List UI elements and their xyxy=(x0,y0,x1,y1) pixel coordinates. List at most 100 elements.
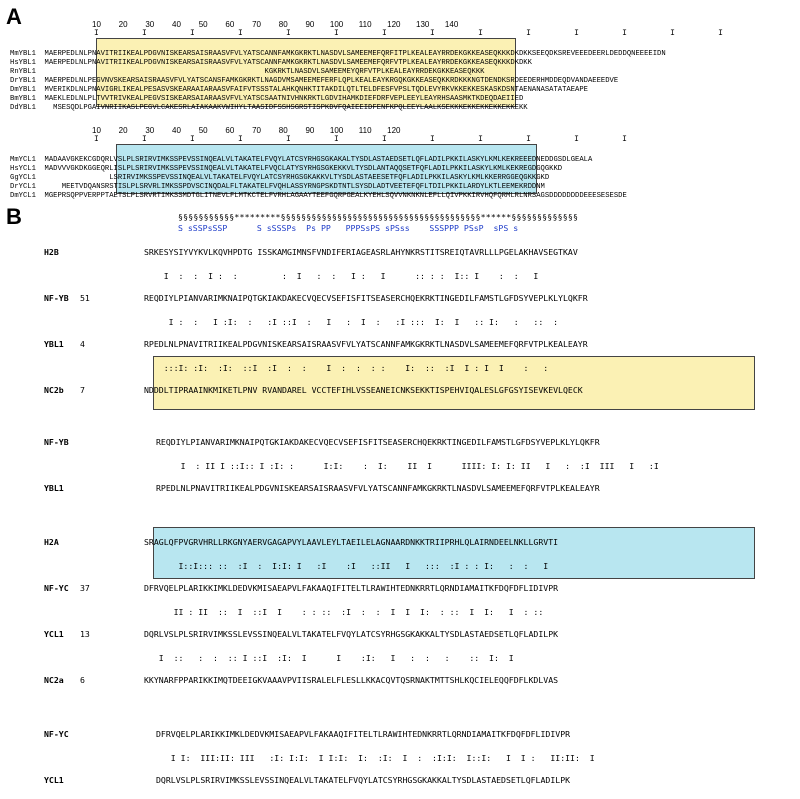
panel-label-b: B xyxy=(6,204,22,229)
seq-name: NF-YB xyxy=(44,437,69,447)
seq-residues: SRKESYSIYVYKVLKQVHPDTG ISSKAMGIMNSFVNDIF… xyxy=(144,247,578,257)
seq-residues: REQDIYLPIANVARIMKNAIPQTGKIAKDAKECVQECVSE… xyxy=(156,437,600,447)
seq-name: NC2a xyxy=(44,675,64,685)
ycl1-row-name: GgYCL1 xyxy=(10,174,36,182)
seq-start: 37 xyxy=(80,583,90,593)
ruler-a-tick-2: I I I I I I I I I I I I xyxy=(94,135,627,144)
seq-name: YCL1 xyxy=(44,629,64,639)
seq-name: YBL1 xyxy=(44,339,64,349)
ycl1-row-seq: LSRIRVIMKSSPEVSSINQEALVLTAKATELFVQYLATCS… xyxy=(44,174,550,182)
seq-residues: DQRLVSLPLSRIRVIMKSSLEVSSINQEALVLTAKATELF… xyxy=(156,775,571,785)
ycl1-row-seq: MEETVDQANSRSTISLPLSRVRLIMKSSPDVSCINQDALF… xyxy=(44,183,545,191)
match-line: I::I::: :: :I : I:I: I :I :I ::II I ::: … xyxy=(144,561,563,571)
ybl1-row: MmYBL1 MAERPEDLNLPNAVITRIIKEALPDGVNISKEA… xyxy=(10,50,666,59)
ycl1-row: DrYCL1 MEETVDQANSRSTISLPLSRVRLIMKSSPDVSC… xyxy=(10,183,627,192)
seq-name: NF-YC xyxy=(44,583,69,593)
secondary-structure-line: §§§§§§§§§§§*********§§§§§§§§§§§§§§§§§§§§… xyxy=(178,212,579,222)
seq-residues: SRAGLQFPVGRVHRLLRKGNYAERVGAGAPVYLAAVLEYL… xyxy=(144,537,559,547)
seq-name: NF-YC xyxy=(44,729,69,739)
seq-start: 7 xyxy=(80,385,85,395)
seq-row-h2a: H2A SRAGLQFPVGRVHRLLRKGNYAERVGAGAPVYLAAVL… xyxy=(44,537,659,551)
ycl1-row-name: HsYCL1 xyxy=(10,165,36,173)
seq-residues: DQRLVSLPLSRIRVIMKSSLEVSSINQEALVLTAKATELF… xyxy=(144,629,559,639)
ycl1-row-seq: MADVVVGKDKGGEQRLISLPLSRIRVIMKSSPEVSSINQE… xyxy=(44,165,563,173)
match-line: I I: III:II: III :I: I:I: I I:I: I: :I: … xyxy=(156,753,595,763)
ybl1-row-seq: KGKRKTLNASDVLSAMEEMEYQRFVTPLKEALEAYRRDEK… xyxy=(44,68,485,76)
ybl1-row: RnYBL1 KGKRKTLNASDVLSAMEEMEYQRFVTPLKEALE… xyxy=(10,68,666,77)
ybl1-row-name: RnYBL1 xyxy=(10,68,36,76)
seq-start: 6 xyxy=(80,675,85,685)
match-line: I : : I :I: : :I ::I : I : I : :I ::: I:… xyxy=(144,317,559,327)
match-line: I :: : : :: I ::I :I: I I :I: I : : : ::… xyxy=(144,653,529,663)
ybl1-row: DdYBL1 MSESQDLPGAIVNRIIKASLPEGVLCAKESRLA… xyxy=(10,104,666,113)
ybl1-row-seq: MAERPEDLNLPNAVITRIIKEALPDGVNISKEARSAISRA… xyxy=(44,59,532,67)
seq-row-ycl1-boxed: YCL1 DQRLVSLPLSRIRVIMKSSLEVSSINQEALVLTAKA… xyxy=(44,775,659,789)
seq-residues: DFRVQELPLARIKKIMKLDEDVKMISAEAPVLFAKAAQIF… xyxy=(144,583,559,593)
ybl1-row-name: BmYBL1 xyxy=(10,95,36,103)
match-line: :::I: :I: :I: ::I :I : : I : : : : I: ::… xyxy=(144,363,549,373)
ycl1-alignment: MmYCL1 MADAAVGKEKCGDQRLVSLPLSRIRVIMKSSPE… xyxy=(10,147,627,210)
seq-row-nfyc: NF-YC 37 DFRVQELPLARIKKIMKLDEDVKMISAEAPVLF… xyxy=(44,583,659,597)
seq-row-ycl1: YCL1 13 DQRLVSLPLSRIRVIMKSSLEVSSINQEALVLTA… xyxy=(44,629,659,643)
nfyc-ycl1-box xyxy=(153,527,755,579)
seq-name: YCL1 xyxy=(44,775,64,785)
ybl1-row: DmYBL1 MVERIKDLNLPNAVIGRLIKEALPESASVSKEA… xyxy=(10,86,666,95)
ycl1-row: HsYCL1 MADVVVGKDKGGEQRLISLPLSRIRVIMKSSPE… xyxy=(10,165,627,174)
seq-name: NC2b xyxy=(44,385,64,395)
ybl1-conserved-box xyxy=(96,38,516,107)
ycl1-row: GgYCL1 LSRIRVIMKSSPEVSSINQEALVLTAKATELFV… xyxy=(10,174,627,183)
ycl1-row-seq: MGEPRSQPPVERPPTAETSLPLSRVRTIMKSSMDTGLITN… xyxy=(44,192,627,200)
ybl1-row: HsYBL1 MAERPEDLNLPNAVITRIIKEALPDGVNISKEA… xyxy=(10,59,666,68)
ybl1-row-seq: MAERPEDLNLPNAVITRIIKEALPDGVNISKEARSAISRA… xyxy=(44,50,666,58)
match-line: I : : I : : : I : : I : I :: : : I:: I :… xyxy=(144,271,554,281)
seq-row-nc2a: NC2a 6 KKYNARFPPARIKKIMQTDEEIGKVAAAVPVIISR… xyxy=(44,675,659,689)
ruler-a-tick: I I I I I I I I I I I I I I xyxy=(94,29,723,38)
seq-row-ybl1-boxed: YBL1 RPEDLNLPNAVITRIIKEALPDGVNISKEARSAISR… xyxy=(44,483,659,497)
ruler-a-bottom: 10 20 30 40 50 60 70 80 90 100 110 120 xyxy=(92,126,401,135)
ybl1-row-name: DdYBL1 xyxy=(10,104,36,112)
ybl1-row-name: MmYBL1 xyxy=(10,50,36,58)
panel-label-a: A xyxy=(6,4,22,29)
seq-row-nfyc-boxed: NF-YC DFRVQELPLARIKKIMKLDEDVKMISAEAPVLFAK… xyxy=(44,729,659,743)
ybl1-row-name: DrYBL1 xyxy=(10,77,36,85)
ycl1-row-seq: MADAAVGKEKCGDQRLVSLPLSRIRVIMKSSPEVSSINQE… xyxy=(44,156,593,164)
ycl1-row-name: DmYCL1 xyxy=(10,192,36,200)
seq-name: NF-YB xyxy=(44,293,69,303)
seq-residues: NDDDLTIPRAAINKMIKETLPNV RVANDAREL VCCTEF… xyxy=(144,385,583,395)
seq-name: H2A xyxy=(44,537,59,547)
ybl1-row: BmYBL1 MAEKLEDLNLPLTVVTRIVKEALPEGVSISKEA… xyxy=(10,95,666,104)
alignment-b: H2B SRKESYSIYVYKVLKQVHPDTG ISSKAMGIMNSFVN… xyxy=(44,237,659,799)
ybl1-row-name: HsYBL1 xyxy=(10,59,36,67)
seq-row-h2b: H2B SRKESYSIYVYKVLKQVHPDTG ISSKAMGIMNSFVN… xyxy=(44,247,659,261)
seq-residues: REQDIYLPIANVARIMKNAIPQTGKIAKDAKECVQECVSE… xyxy=(144,293,588,303)
seq-residues: RPEDLNLPNAVITRIIKEALPDGVNISKEARSAISRAASV… xyxy=(156,483,600,493)
seq-residues: DFRVQELPLARIKKIMKLDEDVKMISAEAPVLFAKAAQIF… xyxy=(156,729,571,739)
ybl1-row: DrYBL1 MAERPEDLNLPEGVNVSKEARSAISRAASVFVL… xyxy=(10,77,666,86)
seq-start: 13 xyxy=(80,629,90,639)
phosphorylation-site-line: S sSSPsSSP S sSSSPs Ps PP PPPSsPS sPSss … xyxy=(178,223,519,233)
ycl1-conserved-box xyxy=(116,144,537,194)
seq-name: YBL1 xyxy=(44,483,64,493)
ybl1-row-name: DmYBL1 xyxy=(10,86,36,94)
ycl1-row-name: DrYCL1 xyxy=(10,183,36,191)
seq-row-nc2b: NC2b 7 NDDDLTIPRAAINKMIKETLPNV RVANDAREL V… xyxy=(44,385,659,399)
ycl1-row: DmYCL1 MGEPRSQPPVERPPTAETSLPLSRVRTIMKSSM… xyxy=(10,192,627,201)
ybl1-row-seq: MAEKLEDLNLPLTVVTRIVKEALPEGVSISKEARSAIARA… xyxy=(44,95,524,103)
seq-start: 4 xyxy=(80,339,85,349)
ybl1-row-seq: MVERIKDLNLPNAVIGRLIKEALPESASVSKEARAAIARA… xyxy=(44,86,588,94)
nfyb-ybl1-box xyxy=(153,356,755,410)
seq-row-nfyb: NF-YB 51 REQDIYLPIANVARIMKNAIPQTGKIAKDAKEC… xyxy=(44,293,659,307)
ybl1-alignment: MmYBL1 MAERPEDLNLPNAVITRIIKEALPDGVNISKEA… xyxy=(10,41,666,122)
ybl1-row-seq: MAERPEDLNLPEGVNVSKEARSAISRAASVFVLYATSCAN… xyxy=(44,77,619,85)
ycl1-row: MmYCL1 MADAAVGKEKCGDQRLVSLPLSRIRVIMKSSPE… xyxy=(10,156,627,165)
seq-residues: KKYNARFPPARIKKIMQTDEEIGKVAAAVPVIISRALELF… xyxy=(144,675,559,685)
seq-residues: RPEDLNLPNAVITRIIKEALPDGVNISKEARSAISRAASV… xyxy=(144,339,588,349)
ruler-a-top: 10 20 30 40 50 60 70 80 90 100 110 120 1… xyxy=(92,20,459,29)
match-line: II : II :: I ::I I : : :: :I : : I I I: … xyxy=(144,607,559,617)
seq-start: 51 xyxy=(80,293,90,303)
seq-row-nfyb-boxed: NF-YB REQDIYLPIANVARIMKNAIPQTGKIAKDAKECVQ… xyxy=(44,437,659,451)
match-line: I : II I ::I:: I :I: : I:I: : I: II I II… xyxy=(156,461,659,471)
seq-row-ybl1: YBL1 4 RPEDLNLPNAVITRIIKEALPDGVNISKEARSAIS… xyxy=(44,339,659,353)
seq-name: H2B xyxy=(44,247,59,257)
ybl1-row-seq: MSESQDLPGAIVNRIIKASLPEGVLCAKESRLAIAKAAKV… xyxy=(44,104,528,112)
